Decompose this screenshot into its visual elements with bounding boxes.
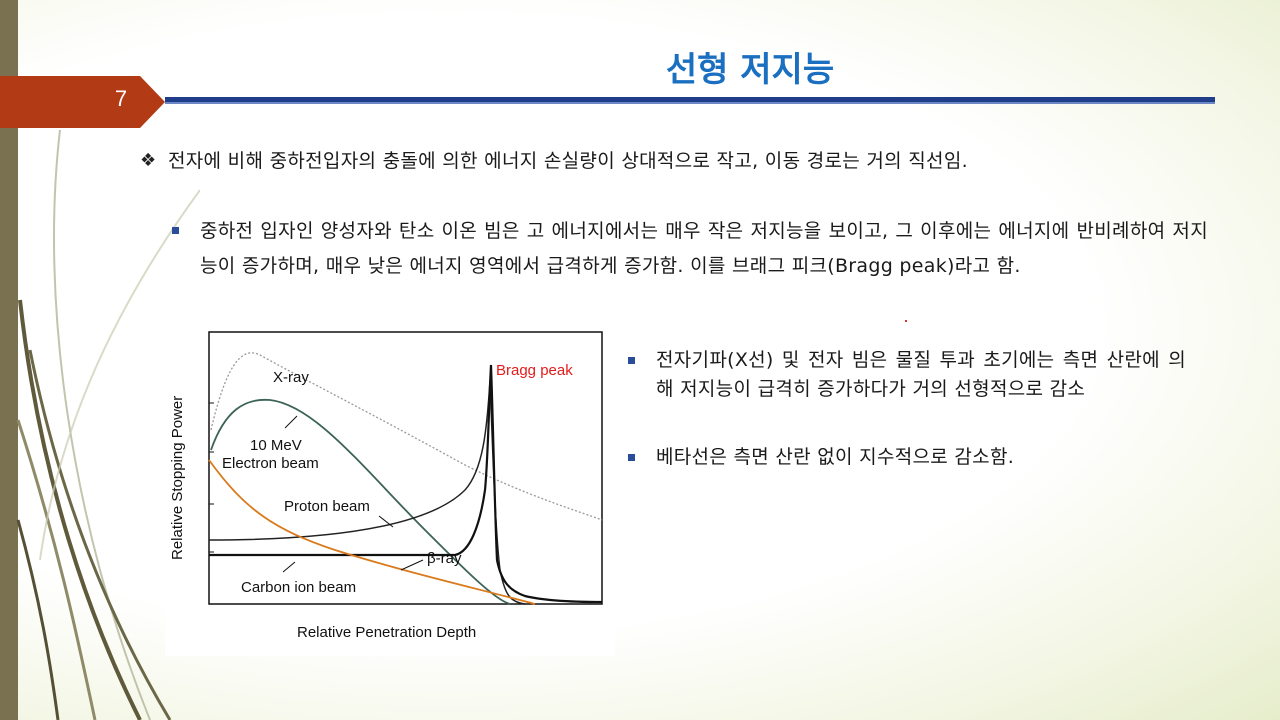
slide-number-flag bbox=[0, 76, 165, 128]
title-underline-thin bbox=[165, 102, 1215, 104]
title-underline bbox=[165, 97, 1215, 102]
square-bullet-icon bbox=[628, 454, 635, 461]
y-axis-ticks bbox=[209, 402, 214, 553]
left-accent-bar bbox=[0, 0, 18, 720]
label-electron-beam: Electron beam bbox=[222, 455, 319, 472]
arrow-carbon bbox=[282, 561, 296, 573]
series-xray bbox=[210, 352, 603, 521]
label-xray: X-ray bbox=[273, 369, 309, 386]
slide-title: 선형 저지능 bbox=[665, 50, 835, 90]
plot-frame bbox=[208, 331, 603, 605]
label-beta-ray: β-ray bbox=[427, 550, 462, 567]
stopping-power-chart: X-ray Bragg peak 10 MeV Electron beam Pr… bbox=[165, 320, 615, 656]
bullet-main-text: 전자에 비해 중하전입자의 충돌에 의한 에너지 손실량이 상대적으로 작고, … bbox=[168, 150, 968, 172]
slide-number: 7 bbox=[114, 86, 128, 111]
arrow-electron bbox=[284, 415, 298, 429]
label-proton-beam: Proton beam bbox=[284, 498, 370, 515]
square-bullet-icon bbox=[628, 357, 635, 364]
x-axis-label: Relative Penetration Depth bbox=[297, 624, 476, 641]
square-bullet-icon bbox=[172, 227, 179, 234]
decorative-grass-lines bbox=[16, 129, 200, 720]
diamond-bullet-icon: ❖ bbox=[140, 150, 157, 171]
label-carbon-ion-beam: Carbon ion beam bbox=[241, 579, 356, 596]
label-bragg-peak: Bragg peak bbox=[496, 362, 573, 379]
bullet-sub3-text: 베타선은 측면 산란 없이 지수적으로 감소함. bbox=[656, 446, 1015, 468]
arrow-beta bbox=[400, 559, 424, 571]
bullet-sub1-text: 중하전 입자인 양성자와 탄소 이온 빔은 고 에너지에서는 매우 작은 저지능… bbox=[200, 220, 1208, 277]
series-electron bbox=[210, 398, 511, 605]
stray-mark bbox=[905, 320, 907, 322]
arrow-proton bbox=[378, 515, 394, 528]
y-axis-label: Relative Stopping Power bbox=[169, 396, 186, 560]
bullet-sub2-text: 전자기파(X선) 및 전자 빔은 물질 투과 초기에는 측면 산란에 의해 저지… bbox=[656, 349, 1186, 400]
label-electron-energy: 10 MeV bbox=[250, 437, 302, 454]
series-proton bbox=[208, 379, 526, 605]
chart-svg: X-ray Bragg peak 10 MeV Electron beam Pr… bbox=[169, 331, 603, 641]
series-carbon bbox=[209, 364, 603, 604]
series-beta bbox=[208, 459, 536, 605]
